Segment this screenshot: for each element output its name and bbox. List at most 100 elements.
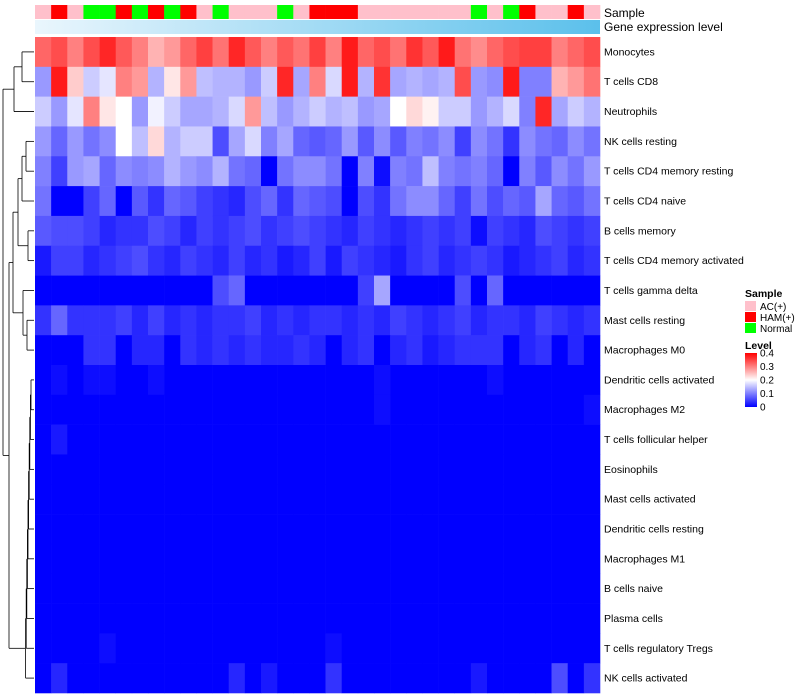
heatmap-cell <box>390 633 407 664</box>
sample-cell <box>357 5 375 19</box>
heatmap-cell <box>67 156 84 187</box>
heatmap-cell <box>325 96 343 127</box>
heatmap-cell <box>277 37 294 68</box>
heatmap-cell <box>406 365 423 396</box>
heatmap-cell <box>374 245 391 276</box>
heatmap-cell <box>131 275 149 306</box>
heatmap-cell <box>519 394 536 425</box>
heatmap-cell <box>244 603 262 634</box>
heatmap-cell <box>309 186 326 217</box>
heatmap-cell <box>99 96 117 127</box>
heatmap-cell <box>99 215 117 247</box>
heatmap-cell <box>309 66 326 97</box>
heatmap-cell <box>503 424 520 455</box>
heatmap-cell <box>164 186 181 217</box>
heatmap-cell <box>148 215 165 247</box>
heatmap-cell <box>357 573 375 604</box>
heatmap-cell <box>519 573 536 604</box>
heatmap-cell <box>67 245 84 276</box>
heatmap-cell <box>341 365 359 396</box>
heatmap-cell <box>309 365 326 396</box>
heatmap-cell <box>51 663 68 694</box>
row-label: Macrophages M1 <box>604 553 685 565</box>
heatmap-cell <box>535 186 552 217</box>
heatmap-cell <box>503 454 520 485</box>
row-label: Mast cells resting <box>604 315 685 327</box>
heatmap-cell <box>341 543 359 575</box>
heatmap-cell <box>567 424 585 455</box>
heatmap-cell <box>293 37 310 68</box>
heatmap-cell <box>228 454 246 485</box>
heatmap-cell <box>438 156 456 187</box>
heatmap-cell <box>51 633 68 664</box>
heatmap-cell <box>196 126 213 157</box>
heatmap-cell <box>374 484 391 515</box>
heatmap-cell <box>309 126 326 157</box>
heatmap-cell <box>228 603 246 634</box>
heatmap-cell <box>277 186 294 217</box>
heatmap-cell <box>357 156 375 187</box>
heatmap-cell <box>325 66 343 97</box>
heatmap-cell <box>148 126 165 157</box>
heatmap-cell <box>196 543 213 575</box>
heatmap-cell <box>519 96 536 127</box>
heatmap-cell <box>583 365 601 396</box>
heatmap-cell <box>293 424 310 455</box>
heatmap-cell <box>374 186 391 217</box>
heatmap-cell <box>357 394 375 425</box>
heatmap-cell <box>374 543 391 575</box>
heatmap-cell <box>261 633 278 664</box>
heatmap-cell <box>83 126 100 157</box>
heatmap-cell <box>148 245 165 276</box>
heatmap-cell <box>374 365 391 396</box>
heatmap-cell <box>583 156 601 187</box>
heatmap-cell <box>196 66 213 97</box>
heatmap-cell <box>503 514 520 545</box>
heatmap-cell <box>390 484 407 515</box>
heatmap-cell <box>357 96 375 127</box>
heatmap-cell <box>390 573 407 604</box>
heatmap-cell <box>293 484 310 515</box>
heatmap-cell <box>148 543 165 575</box>
heatmap-cell <box>390 424 407 455</box>
heatmap-cell <box>470 335 488 366</box>
heatmap-cell <box>164 305 181 336</box>
heatmap-cell <box>325 514 343 545</box>
heatmap-cell <box>567 603 585 634</box>
sample-cell <box>309 5 326 19</box>
heatmap-cell <box>583 424 601 455</box>
heatmap-cell <box>583 66 601 97</box>
heatmap-cell <box>470 663 488 694</box>
heatmap-cell <box>357 37 375 68</box>
heatmap-cell <box>51 245 68 276</box>
heatmap-cell <box>470 543 488 575</box>
heatmap-cell <box>567 663 585 694</box>
heatmap-cell <box>99 275 117 306</box>
heatmap-cell <box>374 156 391 187</box>
heatmap-cell <box>196 633 213 664</box>
heatmap-cell <box>212 335 230 366</box>
heatmap-cell <box>470 305 488 336</box>
heatmap-cell <box>583 663 601 694</box>
heatmap-cell <box>261 365 278 396</box>
heatmap-cell <box>228 633 246 664</box>
heatmap-cell <box>325 454 343 485</box>
heatmap-cell <box>454 365 472 396</box>
heatmap-cell <box>551 335 569 366</box>
heatmap-cell <box>519 603 536 634</box>
heatmap-cell <box>551 126 569 157</box>
heatmap-cell <box>51 573 68 604</box>
heatmap-cell <box>470 514 488 545</box>
legend-level-tick-label: 0.1 <box>760 389 774 400</box>
heatmap-cell <box>164 394 181 425</box>
heatmap-cell <box>35 633 52 664</box>
heatmap-cell <box>422 305 439 336</box>
heatmap-cell <box>406 156 423 187</box>
heatmap-cell <box>131 424 149 455</box>
heatmap-cell <box>196 275 213 306</box>
heatmap-cell <box>390 454 407 485</box>
heatmap-cell <box>390 335 407 366</box>
sample-cell <box>35 5 52 19</box>
heatmap-cell <box>535 126 552 157</box>
